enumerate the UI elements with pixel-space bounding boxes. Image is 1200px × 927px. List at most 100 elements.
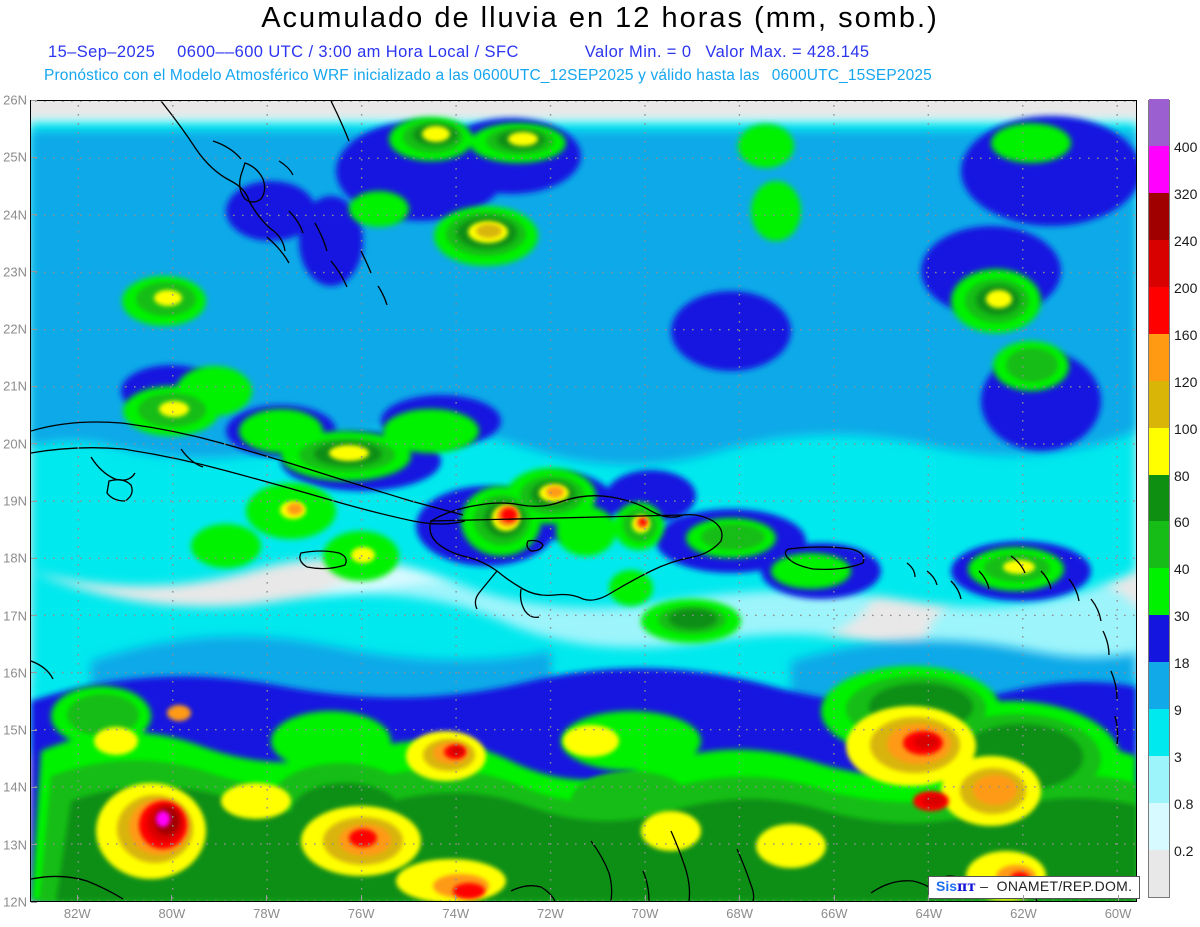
header-subtitle-line: Pronóstico con el Modelo Atmosférico WRF… (44, 67, 932, 85)
colorbar-segment (1149, 192, 1169, 240)
header-info-line: 15–Sep–2025 0600––600 UTC / 3:00 am Hora … (48, 43, 870, 62)
map-canvas (31, 101, 1136, 901)
page-title: Acumulado de lluvia en 12 horas (mm, som… (261, 2, 939, 34)
colorbar-tick-label: 320 (1174, 185, 1198, 202)
latitude-tick-label: 19N (3, 493, 27, 509)
colorbar-segment (1149, 756, 1169, 804)
latitude-tick-label: 13N (3, 837, 27, 853)
colorbar-segment (1149, 521, 1169, 569)
colorbar-segment (1149, 99, 1169, 146)
longitude-tick-label: 66W (820, 906, 848, 921)
longitude-tick-label: 60W (1104, 906, 1132, 921)
latitude-tick-label: 15N (3, 722, 27, 738)
latitude-tick-label: 14N (3, 779, 27, 795)
colorbar-segment (1149, 239, 1169, 287)
latitude-tick-label: 24N (3, 207, 27, 223)
colorbar-tick-label: 0.2 (1174, 843, 1194, 860)
latitude-tick (31, 901, 37, 903)
colorbar-tick-label: 160 (1174, 326, 1198, 343)
latitude-tick (31, 672, 37, 674)
colorbar-tick-label: 18 (1174, 655, 1190, 672)
value-max-label: Valor Max. = 428.145 (705, 43, 870, 61)
longitude-tick (644, 895, 646, 901)
latitude-tick (31, 156, 37, 158)
longitude-tick-label: 76W (347, 906, 375, 921)
latitude-tick (31, 443, 37, 445)
colorbar-segment (1149, 662, 1169, 710)
colorbar-tick-label: 30 (1174, 608, 1190, 625)
colorbar-tick-label: 100 (1174, 420, 1198, 437)
latitude-tick (31, 729, 37, 731)
colorbar[interactable] (1148, 99, 1170, 898)
colorbar-segment (1149, 333, 1169, 381)
longitude-tick-label: 64W (915, 906, 943, 921)
latitude-tick-label: 17N (3, 608, 27, 624)
value-min-label: Valor Min. = 0 (584, 43, 692, 61)
latitude-tick (31, 500, 37, 502)
colorbar-segment (1149, 568, 1169, 616)
longitude-axis: 82W 80W 78W 76W 74W 72W 70W 68W 66W 64W 62W 60W (0, 902, 1200, 927)
valid-time: 0600UTC_15SEP2025 (771, 67, 932, 84)
colorbar-tick-label: 200 (1174, 279, 1198, 296)
latitude-tick-label: 22N (3, 321, 27, 337)
longitude-tick (1117, 895, 1119, 901)
colorbar-segment (1149, 474, 1169, 522)
latitude-tick-label: 25N (3, 149, 27, 165)
colorbar-segment (1149, 709, 1169, 757)
colorbar-tick-label: 0.8 (1174, 796, 1194, 813)
longitude-tick-label: 80W (158, 906, 186, 921)
latitude-tick-label: 20N (3, 436, 27, 452)
logo-brand: Sis (936, 878, 958, 894)
forecast-period: 0600––600 UTC / 3:00 am Hora Local / SFC (177, 43, 519, 61)
longitude-tick (928, 895, 930, 901)
longitude-tick-label: 82W (63, 906, 91, 921)
logo-separator: – (980, 878, 989, 894)
latitude-tick-label: 18N (3, 550, 27, 566)
latitude-tick (31, 557, 37, 559)
longitude-tick-label: 70W (631, 906, 659, 921)
longitude-tick (171, 895, 173, 901)
logo-agency: ONAMET/REP.DOM. (996, 878, 1133, 894)
colorbar-tick-label: 240 (1174, 232, 1198, 249)
colorbar-tick-label: 80 (1174, 467, 1190, 484)
latitude-tick (31, 844, 37, 846)
latitude-tick (31, 271, 37, 273)
latitude-tick-label: 23N (3, 264, 27, 280)
longitude-tick-label: 68W (726, 906, 753, 921)
colorbar-tick-label: 9 (1174, 702, 1182, 719)
model-description: Pronóstico con el Modelo Atmosférico WRF… (44, 67, 760, 84)
longitude-tick (360, 895, 362, 901)
layer-320 (156, 811, 170, 827)
logo-brand-mark: πт (957, 879, 976, 895)
attribution-logo: Sisπт – ONAMET/REP.DOM. (928, 876, 1141, 900)
colorbar-segment (1149, 145, 1169, 193)
longitude-tick (549, 895, 551, 901)
latitude-tick (31, 328, 37, 330)
precipitation-map[interactable] (30, 100, 1137, 902)
longitude-tick-label: 78W (253, 906, 280, 921)
colorbar-tick-label: 120 (1174, 373, 1198, 390)
colorbar-segment (1149, 803, 1169, 851)
colorbar-segment (1149, 380, 1169, 428)
longitude-tick-label: 62W (1010, 906, 1037, 921)
longitude-tick (739, 895, 741, 901)
longitude-tick (76, 895, 78, 901)
longitude-tick (1022, 895, 1024, 901)
colorbar-segment (1149, 850, 1169, 897)
header: Acumulado de lluvia en 12 horas (mm, som… (0, 0, 1200, 95)
colorbar-tick-label: 60 (1174, 514, 1190, 531)
colorbar-tick-label: 400 (1174, 138, 1198, 155)
longitude-tick (455, 895, 457, 901)
latitude-tick (31, 214, 37, 216)
colorbar-segment (1149, 615, 1169, 663)
latitude-axis: 26N 25N 24N 23N 22N 21N 20N 19N 18N 17N 16N 15N 14N 1… (0, 0, 28, 927)
colorbar-segment (1149, 427, 1169, 475)
longitude-tick-label: 72W (537, 906, 564, 921)
longitude-tick-label: 74W (442, 906, 470, 921)
latitude-tick-label: 16N (3, 665, 27, 681)
latitude-tick (31, 99, 37, 101)
latitude-tick (31, 615, 37, 617)
grid-dots (35, 101, 1135, 901)
longitude-tick (833, 895, 835, 901)
colorbar-segment (1149, 286, 1169, 334)
